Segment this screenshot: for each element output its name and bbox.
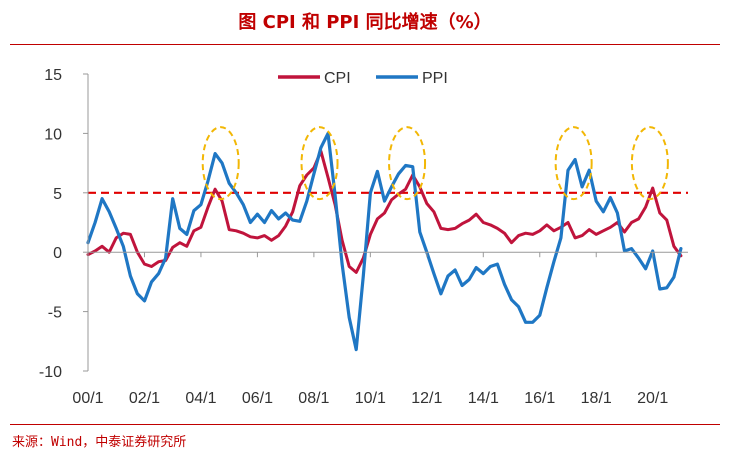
- x-tick-label: 14/1: [468, 390, 499, 407]
- x-tick-label: 12/1: [411, 390, 442, 407]
- x-tick-label: 18/1: [581, 390, 612, 407]
- x-tick-label: 10/1: [355, 390, 386, 407]
- y-tick-label: 5: [53, 186, 62, 203]
- footer-rule: [10, 424, 720, 425]
- title-rule: [10, 44, 720, 45]
- legend: CPI PPI: [278, 70, 448, 87]
- highlight-ellipse-1: [201, 126, 240, 201]
- x-tick-label: 16/1: [524, 390, 555, 407]
- x-tick-label: 20/1: [637, 390, 668, 407]
- x-tick-label: 02/1: [129, 390, 160, 407]
- y-tick-label: -10: [39, 364, 62, 381]
- chart-title: 图 CPI 和 PPI 同比增速（%）: [238, 12, 492, 33]
- y-tick-label: 10: [44, 126, 62, 143]
- y-tick-label: 0: [53, 245, 62, 262]
- axis-layer: -10 -5 0 5 10 15 00/1 02/1 04/1 06/1 08/1 10/1 12/1 1…: [39, 67, 688, 407]
- x-tick-label: 04/1: [185, 390, 216, 407]
- cpi-series-line: [86, 149, 683, 274]
- legend-label-cpi: CPI: [324, 70, 351, 87]
- ppi-series-line: [86, 131, 683, 352]
- y-tick-label: -5: [48, 305, 62, 322]
- source-note: 来源：Wind，中泰证券研究所: [12, 435, 187, 450]
- x-tick-label: 00/1: [72, 390, 103, 407]
- line-chart: -10 -5 0 5 10 15 00/1 02/1 04/1 06/1 08/1 10/1 12/1 1…: [39, 67, 688, 407]
- highlight-ellipse-5: [630, 126, 669, 201]
- highlight-ellipse-2: [300, 126, 339, 201]
- legend-label-ppi: PPI: [422, 70, 448, 87]
- series-layer: [86, 131, 683, 352]
- highlight-ellipse-3: [388, 126, 427, 201]
- y-tick-label: 15: [44, 67, 62, 84]
- x-tick-label: 06/1: [242, 390, 273, 407]
- highlight-ellipse-4: [554, 126, 593, 201]
- highlight-layer: [201, 126, 669, 201]
- x-tick-label: 08/1: [298, 390, 329, 407]
